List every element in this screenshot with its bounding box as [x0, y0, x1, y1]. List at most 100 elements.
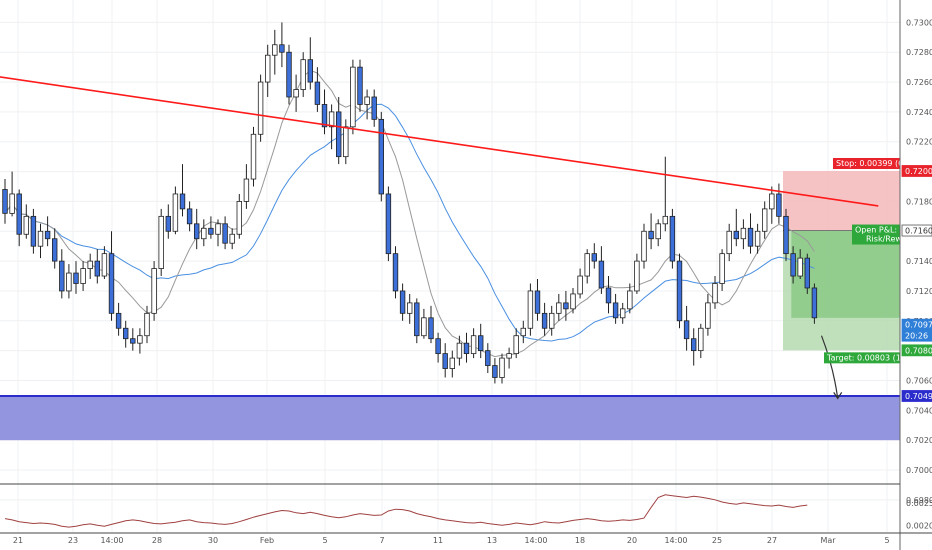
candle-body [314, 81, 321, 105]
x-tick-label: 14:00 [524, 536, 547, 545]
candle-body [676, 260, 683, 322]
x-tick-label: 20 [627, 536, 637, 545]
candle [371, 89, 377, 127]
candle [570, 287, 576, 314]
candle [264, 44, 271, 97]
candle-body [144, 312, 150, 337]
candle [250, 126, 257, 187]
candle-body [683, 320, 690, 340]
candle-body [87, 260, 93, 269]
price-label-0.70496: 0.70496 [901, 390, 932, 402]
candle [797, 249, 803, 280]
candle [726, 223, 732, 262]
osc-y-tick-label: 0.0020 [906, 521, 932, 530]
candle-body [250, 133, 257, 180]
candle-body [662, 215, 668, 225]
candle-body [556, 302, 562, 314]
candle-body [335, 111, 342, 158]
short-position-tool[interactable] [783, 170, 900, 351]
candle [165, 204, 171, 239]
candle-body [492, 365, 498, 378]
candle-body [534, 290, 541, 314]
candle-body [797, 257, 803, 277]
candle [229, 228, 235, 250]
candle [669, 208, 676, 269]
candle-body [66, 272, 72, 292]
candle [783, 208, 789, 262]
candle [740, 219, 747, 250]
candle-body [130, 338, 136, 344]
candle-body [193, 223, 200, 240]
candle [421, 308, 427, 339]
candle [158, 208, 164, 277]
candle-body [30, 215, 37, 247]
candle-body [399, 290, 406, 314]
stop-label-bg [833, 157, 900, 169]
x-tick-label: 23 [68, 536, 78, 545]
candle-body [37, 230, 44, 247]
candle [44, 216, 51, 247]
candle [94, 249, 100, 284]
candle [577, 268, 583, 299]
candle [73, 261, 79, 294]
candle [279, 22, 285, 68]
support-zone-rect [0, 395, 900, 441]
price-label-0.70974: 0.70974 [901, 318, 932, 331]
candle-body [641, 230, 647, 262]
candle-body [634, 260, 640, 292]
candle-body [669, 215, 676, 262]
candle [378, 111, 384, 202]
trendline[interactable] [0, 75, 879, 207]
x-tick-label: 7 [379, 536, 384, 545]
candle [123, 320, 129, 348]
price-label-text: 0.71605 [905, 227, 932, 236]
candle [691, 328, 697, 366]
candle [605, 276, 612, 314]
candle-body [513, 335, 519, 355]
candle [620, 302, 626, 324]
x-tick-label: 11 [433, 536, 443, 545]
candle [719, 249, 725, 291]
candle-body [698, 327, 704, 352]
candle [662, 156, 668, 232]
candle [563, 290, 569, 321]
x-tick-label: 25 [712, 536, 722, 545]
candle-body [307, 59, 313, 83]
support-zone[interactable] [0, 394, 900, 441]
price-label-0.72004: 0.72004 [901, 165, 932, 177]
candle-body [463, 342, 470, 355]
candle-body [655, 223, 661, 240]
candle [754, 223, 761, 254]
candle-body [563, 302, 569, 310]
oscillator-line [4, 494, 808, 528]
candle [257, 74, 264, 142]
candle-body [300, 59, 306, 90]
price-label-bg [901, 224, 932, 237]
candle [137, 328, 143, 354]
candle-body [94, 260, 100, 277]
candle [598, 246, 605, 294]
candle [193, 208, 200, 250]
candle [549, 305, 555, 336]
candle-body [506, 353, 512, 359]
candle-body [215, 223, 221, 235]
stop-label: Stop: 0.00399 (0.56 [836, 159, 916, 168]
candle [328, 104, 335, 150]
candle [705, 293, 711, 336]
price-label-0.70802: 0.70802 [901, 344, 932, 357]
candle [9, 171, 15, 217]
candle-body [385, 193, 392, 255]
candle-body [101, 253, 108, 277]
candle-body [172, 193, 179, 232]
candle [584, 249, 590, 284]
candle [463, 332, 470, 363]
candle-body [570, 293, 576, 310]
candle-body [811, 287, 818, 319]
candle [335, 96, 342, 165]
candle [456, 335, 463, 366]
